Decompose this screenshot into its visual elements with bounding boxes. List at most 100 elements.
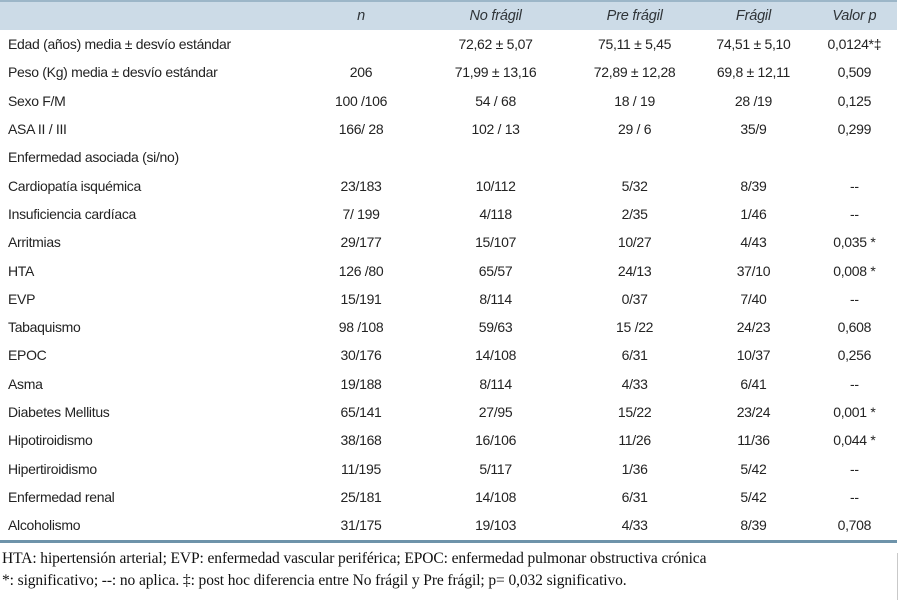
cell-valor-p: 0,708 (837, 517, 872, 534)
cell-no-fragil: 19/103 (475, 517, 517, 534)
cell-no-fragil: 65/57 (478, 262, 513, 279)
row-label: Sexo F/M (8, 92, 66, 109)
cell-valor-p: -- (850, 460, 859, 477)
cell-no-fragil: 102 / 13 (471, 121, 520, 138)
cell-pre-fragil: 5/32 (621, 177, 648, 194)
cell-no-fragil: 14/108 (475, 347, 517, 364)
cell-pre-fragil: 15/22 (617, 404, 652, 420)
bottom-rule (0, 540, 897, 544)
cell-fragil: 11/36 (737, 432, 770, 449)
cell-no-fragil: 8/114 (479, 375, 512, 392)
row-label: Tabaquismo (8, 319, 81, 336)
cell-valor-p: 0,0124*‡ (827, 36, 882, 53)
cell-pre-fragil: 10/27 (617, 234, 652, 251)
row-label: Peso (Kg) media ± desvío estándar (8, 64, 218, 81)
table-row: HTA 126 /80 65/57 24/13 37/10 0,008 * (0, 256, 897, 284)
cell-valor-p: 0,509 (837, 64, 872, 81)
cell-n: 65/141 (340, 404, 382, 420)
row-label: HTA (8, 262, 35, 279)
table-row: Alcoholismo 31/175 19/103 4/33 8/39 0,70… (0, 511, 897, 539)
table-header-row: n No frágil Pre frágil Frágil Valor p (0, 0, 897, 30)
cell-fragil: 10/37 (736, 347, 771, 364)
cell-pre-fragil: 72,89 ± 12,28 (593, 64, 676, 81)
table-row: Insuficiencia cardíaca 7/ 199 4/118 2/35… (0, 200, 897, 228)
table-row: Peso (Kg) media ± desvío estándar 206 71… (0, 58, 897, 86)
cell-no-fragil: 15/107 (475, 234, 517, 251)
cell-pre-fragil: 2/35 (621, 205, 648, 222)
footnote-significance: *: significativo; --: no aplica. ‡: post… (2, 572, 627, 590)
cell-no-fragil: 5/117 (479, 460, 512, 477)
row-label: Alcoholismo (8, 517, 81, 534)
cell-pre-fragil: 75,11 ± 5,45 (598, 36, 672, 53)
cell-fragil: 1/46 (740, 205, 767, 222)
table-row: ASA II / III 166/ 28 102 / 13 29 / 6 35/… (0, 115, 897, 143)
cell-valor-p: -- (850, 205, 859, 222)
cell-pre-fragil: 18 / 19 (614, 92, 655, 109)
header-no-fragil: No frágil (469, 8, 522, 24)
row-label: Diabetes Mellitus (8, 404, 110, 420)
row-label: Edad (años) media ± desvío estándar (8, 36, 231, 53)
table-body: Edad (años) media ± desvío estándar 72,6… (0, 30, 897, 539)
row-label: Enfermedad renal (8, 488, 115, 505)
cell-pre-fragil: 4/33 (621, 375, 648, 392)
cell-no-fragil: 72,62 ± 5,07 (458, 36, 533, 53)
cell-pre-fragil: 15 /22 (616, 319, 654, 336)
cell-n: 23/183 (340, 177, 382, 194)
table-row: Tabaquismo 98 /108 59/63 15 /22 24/23 0,… (0, 313, 897, 341)
cell-fragil: 6/41 (740, 375, 767, 392)
cell-no-fragil: 8/114 (479, 290, 512, 307)
footnotes: HTA: hipertensión arterial; EVP: enferme… (0, 543, 897, 592)
cell-pre-fragil: 24/13 (617, 262, 652, 279)
cell-valor-p: 0,125 (837, 92, 872, 109)
cell-pre-fragil: 6/31 (621, 347, 648, 364)
cell-no-fragil: 10/112 (475, 177, 516, 194)
cell-n: 29/177 (340, 234, 382, 251)
page-edge-line (897, 553, 898, 600)
cell-valor-p: -- (850, 290, 859, 307)
cell-n: 30/176 (340, 347, 382, 364)
cell-valor-p: 0,008 * (833, 262, 876, 279)
row-label: Enfermedad asociada (si/no) (8, 149, 179, 166)
cell-no-fragil: 54 / 68 (475, 92, 516, 109)
cell-fragil: 4/43 (740, 234, 767, 251)
cell-n: 25/181 (340, 488, 382, 505)
cell-n: 7/ 199 (342, 205, 380, 222)
cell-fragil: 69,8 ± 12,11 (716, 64, 791, 81)
table-row: EVP 15/191 8/114 0/37 7/40 -- (0, 285, 897, 313)
cell-n: 19/188 (340, 375, 382, 392)
cell-fragil: 37/10 (736, 262, 771, 279)
cell-n: 31/175 (340, 517, 382, 534)
header-fragil: Frágil (735, 8, 771, 24)
cell-pre-fragil: 0/37 (621, 290, 648, 307)
cell-fragil: 8/39 (740, 517, 767, 534)
cell-no-fragil: 14/108 (475, 488, 517, 505)
data-table: n No frágil Pre frágil Frágil Valor p Ed… (0, 0, 897, 592)
cell-pre-fragil: 6/31 (621, 488, 648, 505)
cell-n: 206 (349, 64, 373, 81)
cell-pre-fragil: 1/36 (621, 460, 648, 477)
row-label: Asma (8, 375, 43, 392)
header-pre-fragil: Pre frágil (606, 8, 663, 24)
cell-n: 126 /80 (338, 262, 384, 279)
table-row: Diabetes Mellitus 65/141 27/95 15/22 23/… (0, 398, 897, 426)
table-row: Hipertiroidismo 11/195 5/117 1/36 5/42 -… (0, 454, 897, 482)
cell-fragil: 5/42 (740, 460, 767, 477)
cell-fragil: 5/42 (740, 488, 767, 505)
row-label: ASA II / III (8, 121, 67, 138)
cell-fragil: 7/40 (740, 290, 767, 307)
cell-n: 38/168 (340, 432, 382, 449)
table-row: Enfermedad asociada (si/no) (0, 143, 897, 171)
row-label: EPOC (8, 347, 47, 364)
header-valor-p: Valor p (832, 8, 877, 24)
cell-no-fragil: 71,99 ± 13,16 (454, 64, 537, 81)
cell-pre-fragil: 4/33 (621, 517, 648, 534)
cell-valor-p: 0,044 * (833, 432, 876, 449)
cell-fragil: 8/39 (740, 177, 767, 194)
cell-fragil: 74,51 ± 5,10 (716, 36, 791, 53)
table-row: Enfermedad renal 25/181 14/108 6/31 5/42… (0, 483, 897, 511)
cell-no-fragil: 59/63 (478, 319, 513, 336)
table-row: Asma 19/188 8/114 4/33 6/41 -- (0, 370, 897, 398)
table-row: Arritmias 29/177 15/107 10/27 4/43 0,035… (0, 228, 897, 256)
row-label: Arritmias (8, 234, 61, 251)
